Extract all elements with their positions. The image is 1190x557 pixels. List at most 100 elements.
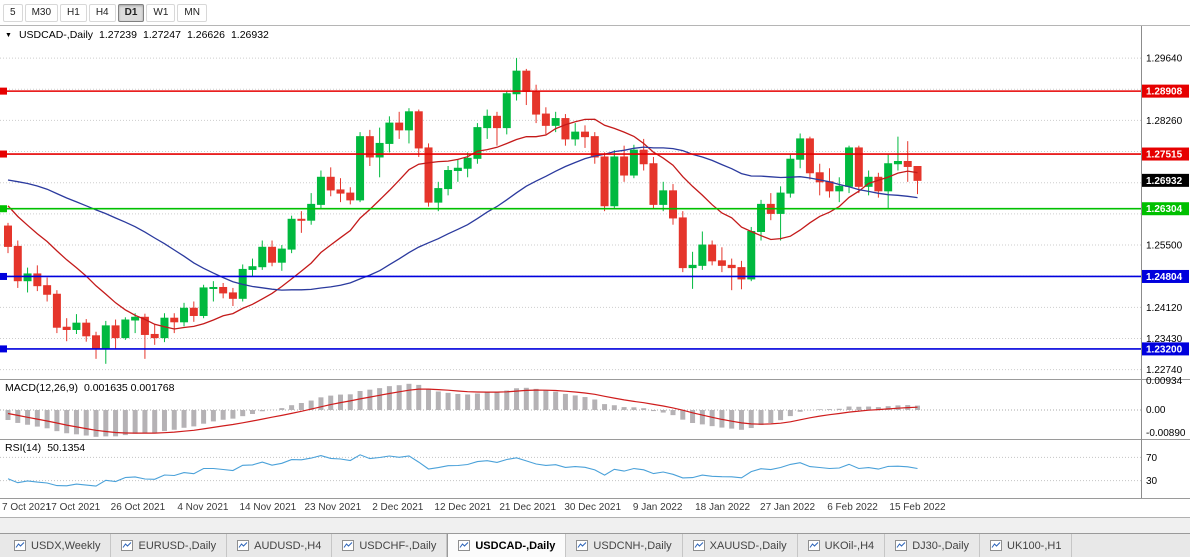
date-label: 21 Dec 2021: [499, 502, 556, 513]
candle-body: [903, 160, 912, 167]
price-tag: [1142, 269, 1189, 283]
candle-body: [512, 70, 521, 95]
timeframe-button-h1[interactable]: H1: [60, 3, 87, 22]
price-tick-label: 1.22740: [1146, 365, 1183, 376]
candle-body: [336, 189, 345, 194]
date-label: 14 Nov 2021: [239, 502, 296, 513]
date-label: 18 Jan 2022: [695, 502, 750, 513]
chart-tab-uk100[interactable]: UK100-,H1: [980, 534, 1073, 557]
candle-body: [717, 260, 726, 266]
candle-body: [395, 122, 404, 131]
price-tag: [1142, 202, 1189, 216]
timeframe-button-m30[interactable]: M30: [24, 3, 59, 22]
candle-body: [825, 181, 834, 192]
timeframe-toolbar: 5 M30 H1 H4 D1 W1 MN: [0, 0, 1190, 26]
chart-tab-icon: [458, 540, 471, 551]
candle-body: [4, 225, 12, 247]
chart-tab-icon: [576, 540, 589, 551]
timeframe-button-w1[interactable]: W1: [146, 3, 176, 22]
candle-body: [385, 122, 394, 144]
date-label: 12 Dec 2021: [434, 502, 491, 513]
candle-body: [316, 176, 325, 205]
hline-left-marker: [0, 87, 7, 95]
candle-body: [776, 192, 785, 214]
chart-tab-eurusd[interactable]: EURUSD-,Daily: [111, 534, 228, 557]
date-label: 9 Jan 2022: [633, 502, 683, 513]
collapse-arrow-icon[interactable]: ▼: [5, 31, 12, 39]
timeframe-button-5[interactable]: 5: [3, 3, 23, 22]
chart-tab-label: UKOil-,H4: [824, 539, 875, 552]
chart-tab-icon: [237, 540, 250, 551]
ohlc-high: 1.27247: [143, 29, 181, 41]
candle-body: [219, 286, 228, 294]
candle-body: [228, 292, 237, 299]
candle-body: [854, 147, 863, 187]
chart-tab-label: DJ30-,Daily: [912, 539, 970, 552]
candle-body: [287, 218, 296, 250]
candle-body: [659, 190, 668, 205]
candle-body: [72, 322, 81, 330]
candle-body: [170, 317, 179, 323]
candle-body: [669, 190, 678, 219]
candle-body: [33, 273, 42, 287]
candle-body: [404, 111, 413, 131]
timeframe-button-h4[interactable]: H4: [88, 3, 116, 22]
price-axis[interactable]: 1.29640 1.28260 1.25500 1.24120 1.23430 1.227…: [1141, 26, 1190, 498]
candle-body: [874, 176, 883, 192]
candle-body: [473, 127, 482, 159]
chart-tab-label: XAUUSD-,Daily: [709, 539, 787, 552]
date-label: 27 Jan 2022: [760, 502, 815, 513]
candle-body: [52, 293, 61, 328]
candle-body: [199, 287, 208, 316]
timeframe-button-mn[interactable]: MN: [177, 3, 207, 22]
macd-signal-line: [7, 388, 918, 434]
date-label: 30 Dec 2021: [564, 502, 621, 513]
date-label: 17 Oct 2021: [46, 502, 101, 513]
timeframe-button-d1[interactable]: D1: [117, 3, 145, 22]
hline-left-marker: [0, 345, 7, 353]
date-label: 23 Nov 2021: [304, 502, 361, 513]
candle-body: [434, 188, 443, 203]
candle-body: [620, 156, 629, 176]
candle-body: [297, 218, 306, 221]
candle-body: [708, 244, 717, 262]
price-tick-label: 1.28260: [1146, 116, 1183, 127]
candle-body: [346, 192, 355, 201]
chart-tab-usdcad[interactable]: USDCAD-,Daily: [447, 534, 567, 557]
hline-left-marker: [0, 150, 7, 158]
chart-tab-usdcnh[interactable]: USDCNH-,Daily: [566, 534, 683, 557]
chart-tab-label: USDCAD-,Daily: [475, 539, 556, 552]
chart-tab-dj30[interactable]: DJ30-,Daily: [885, 534, 981, 557]
price-tag-label: 1.27515: [1146, 150, 1183, 161]
chart-canvas[interactable]: 1.29640 1.28260 1.25500 1.24120 1.23430 1.227…: [0, 26, 1190, 533]
price-tag-label: 1.24804: [1146, 272, 1183, 283]
candle-body: [248, 266, 257, 270]
chart-tab-usdchf[interactable]: USDCHF-,Daily: [332, 534, 448, 557]
chart-tab-icon: [342, 540, 355, 551]
rsi-value: 50.1354: [47, 442, 86, 454]
candle-body: [150, 333, 159, 339]
chart-tab-usdx[interactable]: USDX,Weekly: [4, 534, 112, 557]
candle-body: [561, 118, 570, 140]
macd-axis-label: -0.00890: [1146, 428, 1186, 439]
candle-body: [375, 142, 384, 158]
candle-body: [111, 325, 120, 339]
candle-body: [268, 246, 277, 263]
chart-tab-xauusd[interactable]: XAUUSD-,Daily: [683, 534, 798, 557]
date-label: 4 Nov 2021: [177, 502, 229, 513]
candle-body: [82, 322, 91, 337]
candle-body: [913, 165, 922, 181]
candle-body: [43, 285, 52, 295]
candle-body: [551, 118, 560, 126]
chart-tab-audusd[interactable]: AUDUSD-,H4: [227, 534, 333, 557]
ohlc-low: 1.26626: [186, 29, 225, 41]
candle-body: [522, 70, 531, 92]
candle-body: [600, 156, 609, 207]
candle-body: [805, 138, 814, 174]
macd-pane-header: MACD(12,26,9) 0.001635 0.001768: [5, 382, 174, 394]
chart-tab-ukoil[interactable]: UKOil-,H4: [798, 534, 886, 557]
rsi-axis-label: 70: [1146, 453, 1158, 464]
candle-body: [786, 158, 795, 194]
candle-body: [463, 157, 472, 169]
